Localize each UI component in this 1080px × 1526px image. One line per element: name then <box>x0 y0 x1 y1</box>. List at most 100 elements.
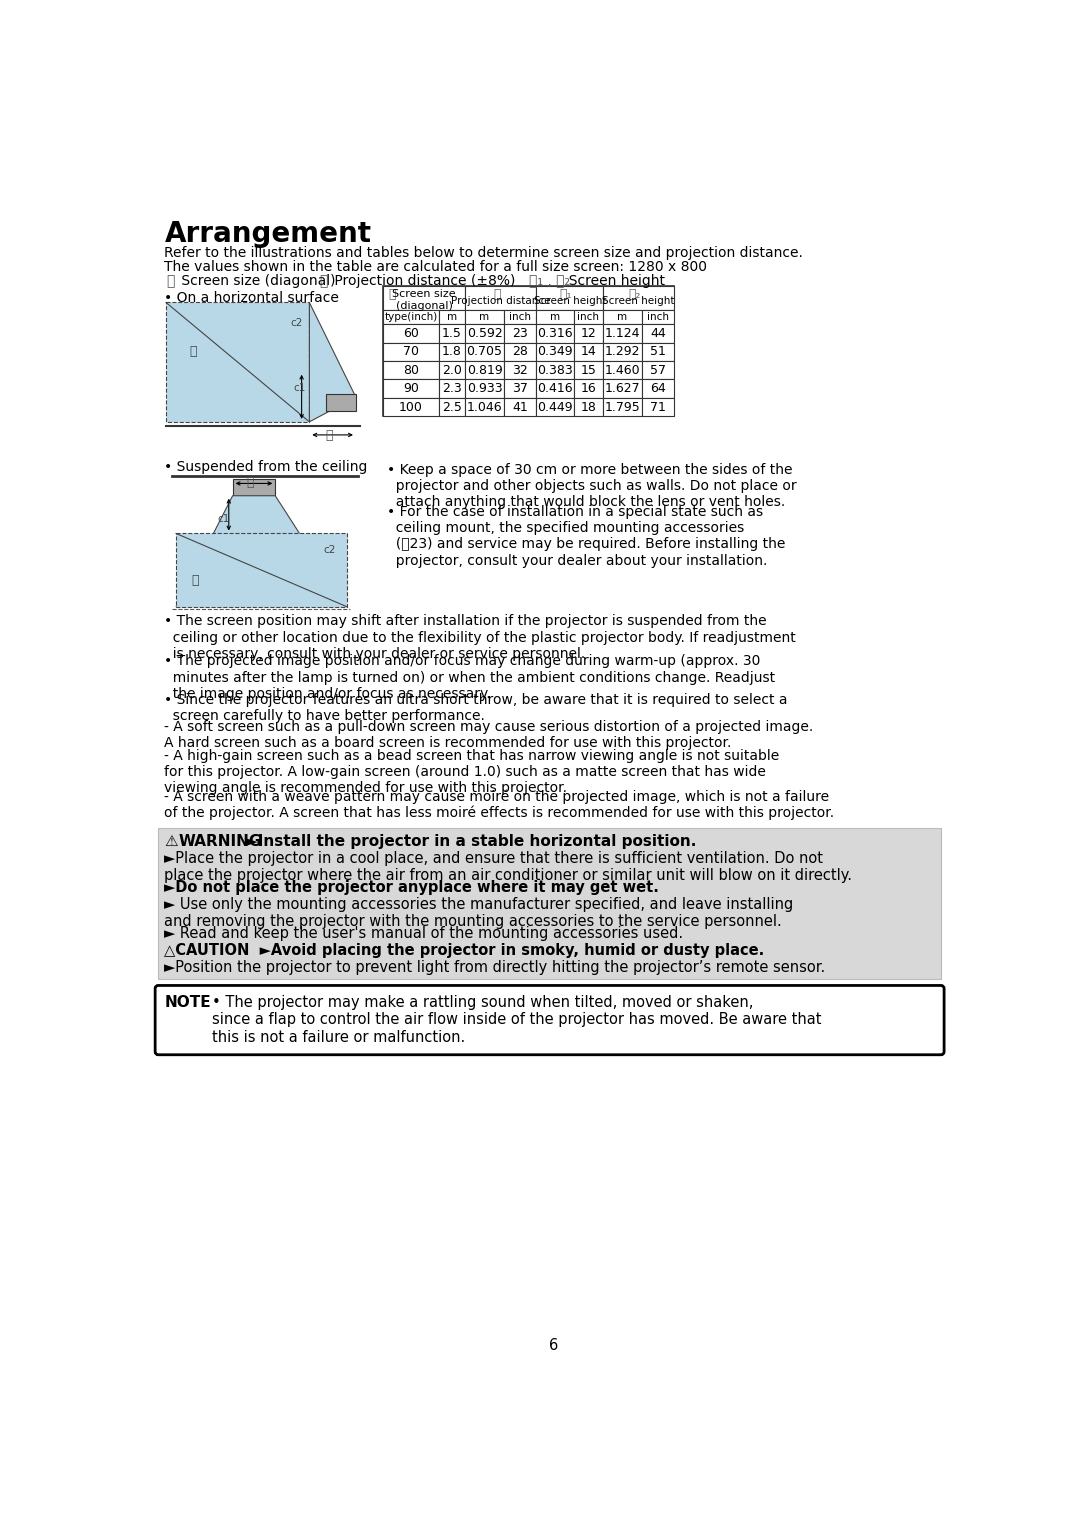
Bar <box>465 310 504 324</box>
Bar <box>504 324 537 342</box>
Bar <box>537 362 573 380</box>
Text: 2.3: 2.3 <box>442 382 462 395</box>
Text: • The projected image position and/or focus may change during warm-up (approx. 3: • The projected image position and/or fo… <box>164 655 775 700</box>
Text: ⓐ: ⓐ <box>389 288 396 301</box>
Bar <box>465 342 504 362</box>
Bar <box>383 285 674 417</box>
Text: • Keep a space of 30 cm or more between the sides of the
  projector and other o: • Keep a space of 30 cm or more between … <box>387 462 797 510</box>
Bar <box>603 380 642 398</box>
Text: c2: c2 <box>291 317 302 328</box>
Text: inch: inch <box>509 313 531 322</box>
Bar <box>603 362 642 380</box>
Polygon shape <box>176 534 347 607</box>
Text: The values shown in the table are calculated for a full size screen: 1280 x 800: The values shown in the table are calcul… <box>164 259 707 275</box>
Bar <box>438 342 465 362</box>
Text: ⚠: ⚠ <box>164 833 178 848</box>
Bar <box>642 380 674 398</box>
Text: m: m <box>480 313 489 322</box>
Text: 41: 41 <box>512 401 528 414</box>
Text: Screen size
(diagonal): Screen size (diagonal) <box>392 290 456 311</box>
Text: - A soft screen such as a pull-down screen may cause serious distortion of a pro: - A soft screen such as a pull-down scre… <box>164 720 813 749</box>
Bar <box>504 342 537 362</box>
Text: m: m <box>550 313 561 322</box>
Text: 0.819: 0.819 <box>467 363 502 377</box>
Text: ⓑ: ⓑ <box>320 275 328 288</box>
Text: 12: 12 <box>581 327 596 340</box>
Bar <box>504 380 537 398</box>
Bar <box>159 827 941 980</box>
Text: - A screen with a weave pattern may cause moiré on the projected image, which is: - A screen with a weave pattern may caus… <box>164 789 835 821</box>
Text: 1.627: 1.627 <box>605 382 640 395</box>
Bar <box>573 310 603 324</box>
Text: 57: 57 <box>650 363 666 377</box>
Text: 2.5: 2.5 <box>442 401 462 414</box>
Text: ►Place the projector in a cool place, and ensure that there is sufficient ventil: ►Place the projector in a cool place, an… <box>164 850 852 884</box>
Bar <box>465 285 537 310</box>
Text: 0.349: 0.349 <box>537 345 572 359</box>
Polygon shape <box>166 302 309 421</box>
Text: 0.592: 0.592 <box>467 327 502 340</box>
Text: Screen size (diagonal): Screen size (diagonal) <box>177 275 336 288</box>
Bar <box>603 342 642 362</box>
Bar <box>465 380 504 398</box>
Bar <box>504 310 537 324</box>
Text: ► Use only the mounting accessories the manufacturer specified, and leave instal: ► Use only the mounting accessories the … <box>164 897 794 929</box>
Text: type(inch): type(inch) <box>384 313 437 322</box>
Text: 1.046: 1.046 <box>467 401 502 414</box>
Bar <box>465 398 504 417</box>
Text: 15: 15 <box>580 363 596 377</box>
Polygon shape <box>309 302 356 421</box>
Text: 0.449: 0.449 <box>537 401 572 414</box>
Text: • The screen position may shift after installation if the projector is suspended: • The screen position may shift after in… <box>164 615 796 661</box>
Bar <box>537 285 603 310</box>
Bar <box>603 310 642 324</box>
Text: 1.8: 1.8 <box>442 345 462 359</box>
Text: ► Read and keep the user's manual of the mounting accessories used.: ► Read and keep the user's manual of the… <box>164 926 684 942</box>
Text: 2.0: 2.0 <box>442 363 462 377</box>
Bar <box>438 398 465 417</box>
Text: NOTE: NOTE <box>164 995 211 1010</box>
Bar <box>537 310 573 324</box>
Bar <box>383 398 438 417</box>
Text: c2: c2 <box>323 545 336 555</box>
Text: ⓐ: ⓐ <box>191 574 199 586</box>
Text: 23: 23 <box>512 327 528 340</box>
Text: 14: 14 <box>581 345 596 359</box>
Text: 0.316: 0.316 <box>537 327 572 340</box>
Bar <box>642 362 674 380</box>
Bar <box>504 398 537 417</box>
Text: ►Install the projector in a stable horizontal position.: ►Install the projector in a stable horiz… <box>246 833 697 848</box>
Bar <box>603 398 642 417</box>
Bar <box>537 380 573 398</box>
Text: • Suspended from the ceiling: • Suspended from the ceiling <box>164 461 368 475</box>
Bar <box>438 380 465 398</box>
Text: Screen height: Screen height <box>559 275 664 288</box>
Text: c1: c1 <box>294 383 307 394</box>
Bar <box>603 285 674 310</box>
Text: 18: 18 <box>580 401 596 414</box>
Bar <box>504 362 537 380</box>
Bar <box>326 394 356 410</box>
Text: Projection distance: Projection distance <box>451 296 551 307</box>
Text: ⓑ: ⓑ <box>246 476 254 490</box>
Bar <box>537 398 573 417</box>
Text: c1: c1 <box>217 514 230 525</box>
Bar <box>383 380 438 398</box>
Bar <box>603 324 642 342</box>
Text: ►Do not place the projector anyplace where it may get wet.: ►Do not place the projector anyplace whe… <box>164 881 659 894</box>
Text: • On a horizontal surface: • On a horizontal surface <box>164 291 339 305</box>
Bar <box>383 362 438 380</box>
Text: 71: 71 <box>650 401 666 414</box>
Text: • The projector may make a rattling sound when tilted, moved or shaken,
since a : • The projector may make a rattling soun… <box>213 995 822 1044</box>
Bar <box>438 310 465 324</box>
Bar <box>383 342 438 362</box>
Text: m: m <box>447 313 457 322</box>
Text: 90: 90 <box>403 382 419 395</box>
Text: - A high-gain screen such as a bead screen that has narrow viewing angle is not : - A high-gain screen such as a bead scre… <box>164 749 780 795</box>
Text: • For the case of installation in a special state such as
  ceiling mount, the s: • For the case of installation in a spec… <box>387 505 785 568</box>
Text: ⓒ₁ , ⓒ₂: ⓒ₁ , ⓒ₂ <box>529 275 570 288</box>
Bar <box>383 310 438 324</box>
Text: 6: 6 <box>549 1338 558 1354</box>
Text: 64: 64 <box>650 382 666 395</box>
Bar <box>383 324 438 342</box>
